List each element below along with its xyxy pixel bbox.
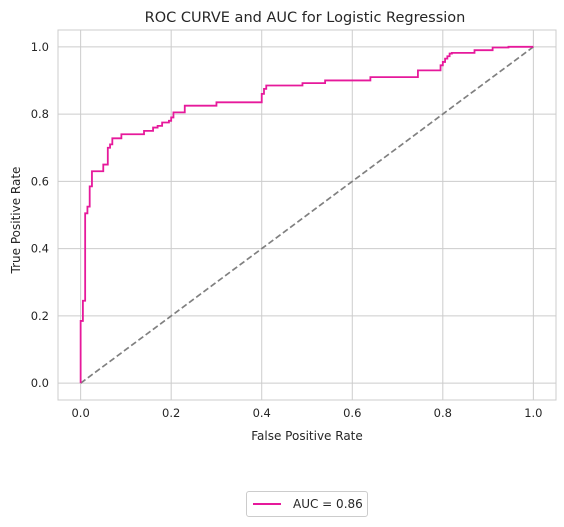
grid-lines	[58, 30, 556, 400]
legend-label: AUC = 0.86	[293, 497, 363, 511]
legend-swatch	[253, 503, 281, 505]
y-tick-label: 1.0	[31, 40, 49, 54]
x-tick-label: 0.8	[434, 406, 452, 420]
y-axis-label: True Positive Rate	[9, 167, 23, 275]
x-tick-label: 0.0	[71, 406, 89, 420]
x-tick-label: 0.2	[162, 406, 180, 420]
tick-labels: 0.0 0.2 0.4 0.6 0.8 1.0 0.0 0.2 0.4 0.6 0.8 1.0	[31, 40, 543, 420]
roc-curve-line	[79, 45, 534, 384]
chart-title: ROC CURVE and AUC for Logistic Regressio…	[145, 10, 466, 26]
plot-frame	[57, 29, 557, 401]
x-tick-label: 1.0	[524, 406, 542, 420]
x-axis-label: False Positive Rate	[251, 429, 363, 443]
y-tick-label: 0.2	[31, 309, 49, 323]
y-tick-label: 0.8	[31, 107, 49, 121]
y-tick-label: 0.0	[31, 376, 49, 390]
legend: AUC = 0.86	[246, 491, 368, 517]
chance-diagonal-line	[80, 46, 534, 384]
y-tick-label: 0.6	[31, 174, 49, 188]
series-layer	[79, 45, 534, 384]
x-tick-label: 0.4	[253, 406, 271, 420]
x-tick-label: 0.6	[343, 406, 361, 420]
y-tick-label: 0.4	[31, 242, 49, 256]
